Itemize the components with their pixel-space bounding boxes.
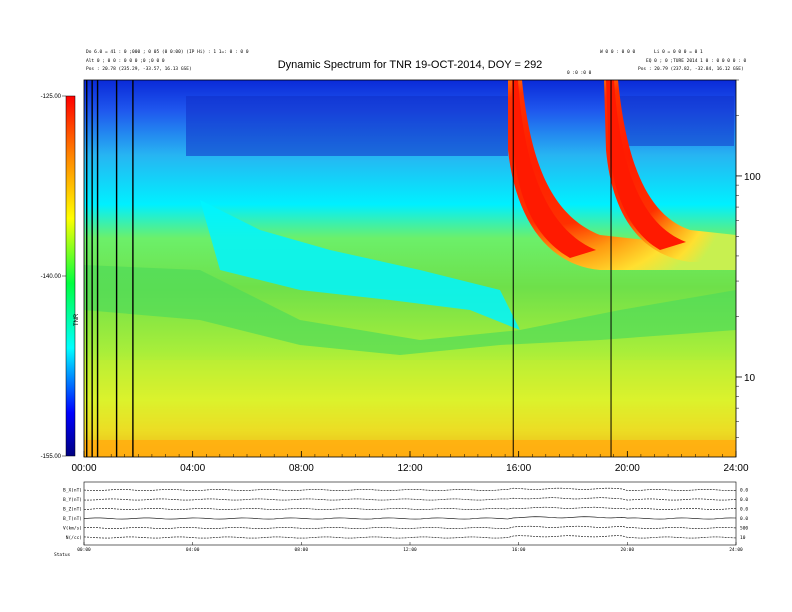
colorbar-tick-label: -140.00 [41, 274, 62, 280]
header-left-line-3: Pos : 20.78 (235.29, -33.57, 16.13 GSE) [86, 66, 192, 72]
header-right-line-3: EQ 0 ; 0 ;TURE 2014 1 0 : 0 0 0 0 : 0 [646, 58, 747, 64]
panel-x-tick-label: 24:00 [729, 547, 743, 553]
parameter-panel-frame [83, 481, 737, 546]
header-right-line-2: Li 0 = 0 0 0 = 0 1 [654, 49, 703, 55]
panel-x-tick-label: 12:00 [403, 547, 417, 553]
burst-1-core [512, 80, 596, 258]
panel-series-right-label: 10 [740, 535, 746, 541]
x-tick-label: 24:00 [723, 463, 748, 474]
y-axis-right: 100 10 [736, 79, 761, 438]
spectrogram-plot [83, 79, 737, 458]
cyan-region [200, 200, 520, 330]
panel-series-label: B_Z(nT) [63, 507, 82, 513]
panel-series-trace [83, 497, 737, 501]
chart-title: Dynamic Spectrum for TNR 19-OCT-2014, DO… [278, 59, 543, 71]
top-dense-band-2 [614, 96, 734, 146]
lower-yellow-area [84, 360, 736, 440]
bottom-orange-band [84, 440, 736, 457]
parameter-panel: B_X(nT) 0.0 B_Y(nT) 0.0 B_Z(nT) 0.0 B_T(nT) 0.0… [54, 481, 748, 558]
x-tick-label: 12:00 [397, 463, 422, 474]
colorbar [65, 95, 76, 457]
y-tick-label: 10 [744, 373, 756, 384]
header-right-line-1: W 0 0 : 0 0 0 [600, 49, 636, 55]
panel-x-tick-label: 04:00 [186, 547, 200, 553]
x-tick-label: 08:00 [289, 463, 314, 474]
header-left-line-1: Do 6.0 = 41 : 0 ;000 ; 0 05 (0 0:00) (IP… [86, 49, 249, 55]
top-dense-band [186, 96, 508, 156]
panel-series-trace [83, 487, 737, 491]
panel-x-tick-label: 20:00 [621, 547, 635, 553]
panel-series-right-label: 0.0 [740, 507, 748, 513]
panel-series-trace [83, 516, 737, 520]
header-right-line-4: Pos : 20.79 (237.82, -32.84, 16.12 GSE) [638, 66, 744, 72]
colorbar-tick-label: -125.00 [41, 94, 62, 100]
header-left-line-2: Alt 0 ; 0 0 : 0 0 0 ;0 ;0 0 0 [86, 58, 165, 64]
panel-series-trace [83, 525, 737, 529]
colorbar-tick-label: -155.00 [41, 454, 62, 460]
burst-2-core [606, 80, 686, 250]
burst-1-body [508, 80, 736, 270]
status-label: Status [54, 552, 71, 558]
y-tick-label: 100 [744, 172, 761, 183]
panel-series-label: B_T(nT) [63, 516, 82, 522]
panel-series-right-label: 0.0 [740, 516, 748, 522]
panel-series-label: N(/cc) [66, 535, 82, 541]
panel-series-trace [83, 506, 737, 510]
panel-series-right-label: 0.0 [740, 488, 748, 494]
x-tick-label: 20:00 [615, 463, 640, 474]
panel-series-right-label: 500 [740, 526, 748, 532]
x-tick-label: 04:00 [180, 463, 205, 474]
panel-series-right-label: 0.0 [740, 497, 748, 503]
x-tick-label: 00:00 [71, 463, 96, 474]
x-axis: 00:00 04:00 08:00 12:00 16:00 20:00 24:00 [71, 451, 749, 474]
panel-series-label: B_X(nT) [63, 488, 82, 494]
colorbar-label: TNR [74, 313, 80, 326]
panel-x-tick-label: 00:00 [77, 547, 91, 553]
panel-x-tick-label: 16:00 [512, 547, 526, 553]
green-band [84, 265, 736, 355]
header-mid-label: 0 :0 :0 0 [567, 70, 592, 76]
x-tick-label: 16:00 [506, 463, 531, 474]
panel-series-trace [83, 535, 737, 539]
panel-series-label: B_Y(nT) [63, 497, 82, 503]
panel-x-tick-label: 08:00 [295, 547, 309, 553]
panel-series-label: V(km/s) [63, 526, 82, 532]
